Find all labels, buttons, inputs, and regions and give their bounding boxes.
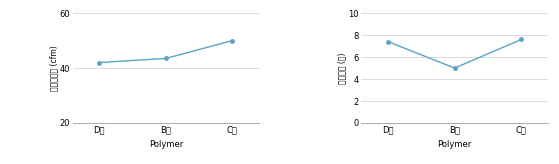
Y-axis label: 섬유직경 (㎛): 섬유직경 (㎛) bbox=[338, 52, 347, 84]
X-axis label: Polymer: Polymer bbox=[149, 140, 183, 149]
Y-axis label: 공기투과도 (cfm): 공기투과도 (cfm) bbox=[49, 45, 58, 91]
X-axis label: Polymer: Polymer bbox=[438, 140, 472, 149]
